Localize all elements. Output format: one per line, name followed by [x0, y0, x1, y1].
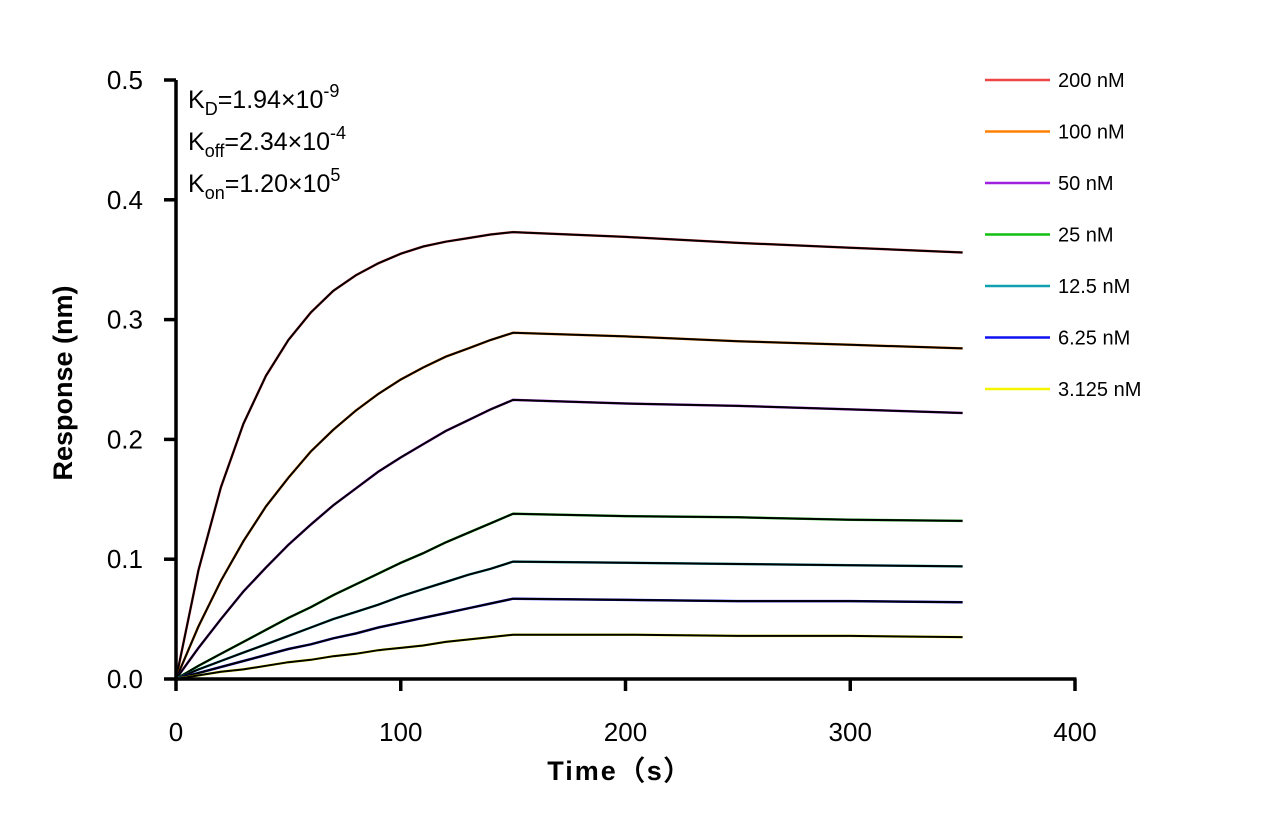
fit-line-100-nM — [175, 331, 963, 680]
x-tick-label: 200 — [604, 717, 647, 747]
y-tick-label: 0.0 — [107, 664, 143, 694]
fit-line-12-5-nM — [175, 560, 963, 680]
y-tick-label: 0.4 — [107, 185, 143, 215]
legend: 200 nM 100 nM 50 nM 25 nM 12.5 nM 6.25 nM 3.12… — [985, 70, 1141, 401]
fit-line-3-125-nM — [175, 633, 963, 680]
legend-item: 200 nM — [985, 70, 1125, 92]
constant-symbol: K — [188, 128, 205, 156]
constant-exponent: -9 — [323, 81, 339, 101]
series-line-200-nM — [174, 230, 963, 680]
series-line-100-nM — [174, 331, 963, 680]
y-axis-title: Response (nm) — [48, 285, 78, 480]
legend-item: 100 nM — [985, 122, 1125, 144]
fit-line-200-nM — [175, 231, 963, 680]
legend-item: 3.125 nM — [985, 379, 1141, 401]
legend-item: 12.5 nM — [985, 276, 1130, 298]
legend-label: 12.5 nM — [1058, 276, 1130, 298]
y-tick-label: 0.1 — [107, 544, 143, 574]
constant-subscript: off — [205, 141, 226, 161]
series-line-6-25-nM — [175, 597, 963, 681]
constant-value: =2.34×10 — [224, 128, 330, 156]
legend-label: 3.125 nM — [1058, 379, 1141, 401]
y-tick-label: 0.3 — [107, 305, 143, 335]
series-line-3-125-nM — [175, 633, 963, 681]
legend-label: 6.25 nM — [1058, 328, 1130, 350]
legend-label: 50 nM — [1058, 173, 1114, 195]
kinetic-constant: KD=1.94×10-9 — [188, 81, 339, 119]
y-tick-label: 0.2 — [107, 424, 143, 454]
legend-item: 6.25 nM — [985, 328, 1130, 350]
legend-label: 100 nM — [1058, 122, 1125, 144]
constant-exponent: -4 — [330, 123, 346, 143]
kinetic-constant: Koff=2.34×10-4 — [188, 123, 346, 161]
constant-value: =1.94×10 — [218, 86, 324, 114]
x-tick-label: 400 — [1053, 717, 1096, 747]
constant-exponent: 5 — [330, 165, 340, 185]
legend-label: 200 nM — [1058, 70, 1125, 92]
x-tick-label: 300 — [829, 717, 872, 747]
legend-item: 25 nM — [985, 225, 1114, 247]
constant-subscript: on — [205, 183, 225, 203]
fit-line-50-nM — [175, 398, 963, 680]
constant-value: =1.20×10 — [225, 170, 331, 198]
legend-label: 25 nM — [1058, 225, 1114, 247]
axes: 0 100 200 300 400 0.0 0.1 0.2 0.3 0.4 0.5 — [107, 65, 1097, 747]
constant-subscript: D — [205, 99, 218, 119]
constant-symbol: K — [188, 170, 205, 198]
fit-line-25-nM — [175, 512, 963, 680]
x-tick-label: 0 — [169, 717, 183, 747]
kinetic-constant: Kon=1.20×105 — [188, 165, 340, 203]
x-tick-label: 100 — [379, 717, 422, 747]
y-tick-label: 0.5 — [107, 65, 143, 95]
fit-line-6-25-nM — [175, 597, 963, 680]
legend-item: 50 nM — [985, 173, 1114, 195]
x-axis-title: Time（s） — [547, 756, 693, 786]
constant-symbol: K — [188, 86, 205, 114]
curves — [174, 230, 963, 681]
